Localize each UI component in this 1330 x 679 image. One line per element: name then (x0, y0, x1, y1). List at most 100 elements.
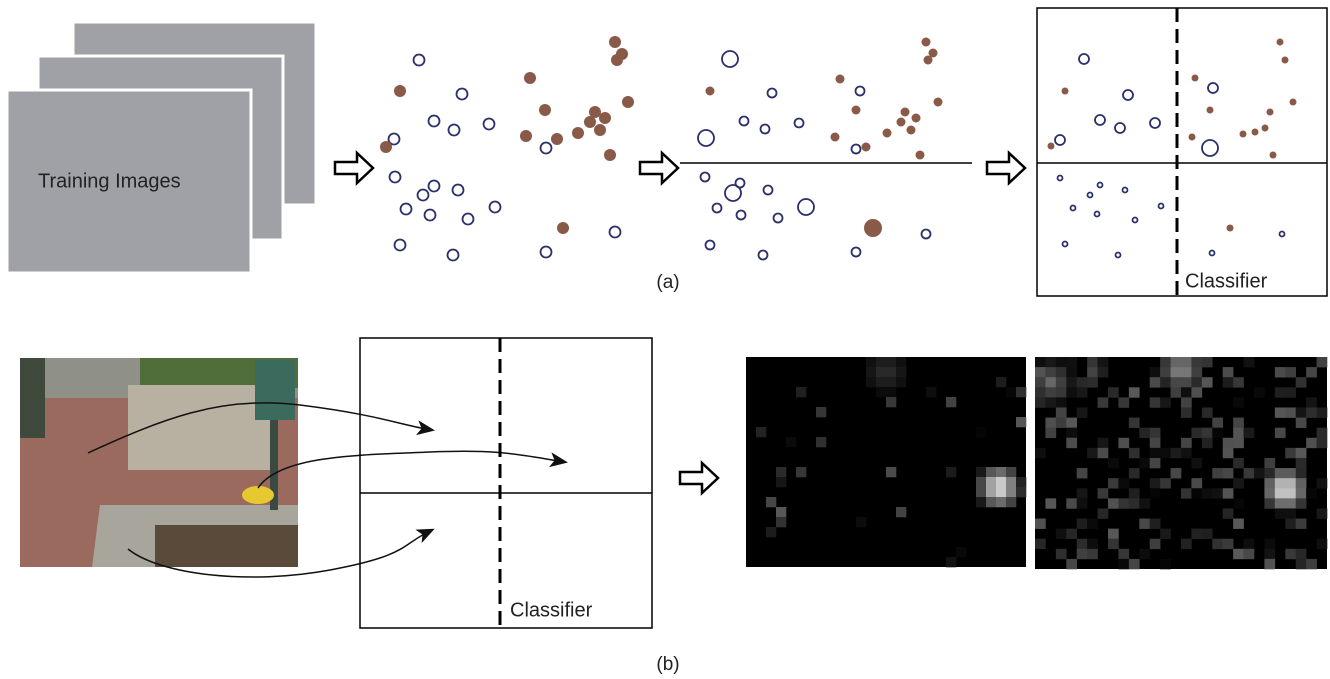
feature-point (1071, 206, 1076, 211)
heat-cell (1045, 377, 1056, 387)
heat-cell (1098, 438, 1109, 448)
heat-cell (1006, 387, 1016, 397)
heat-cell (1233, 458, 1244, 468)
heat-cell (1264, 549, 1275, 559)
feature-point (1280, 232, 1285, 237)
heat-cell (1150, 377, 1161, 387)
heat-cell (1056, 367, 1067, 377)
heat-cell (1317, 539, 1328, 549)
heat-cell (1212, 418, 1223, 428)
feature-point (1133, 218, 1138, 223)
feature-point (1115, 123, 1125, 133)
heat-cell (986, 467, 996, 477)
heat-cell (1098, 508, 1109, 518)
heat-cell (1118, 397, 1129, 407)
heat-cell (1285, 448, 1296, 458)
heat-cell (1160, 397, 1171, 407)
heat-cell (1171, 468, 1182, 478)
heat-cell (1087, 377, 1098, 387)
heat-cell (1035, 448, 1046, 458)
feature-point (934, 98, 943, 107)
heat-cell (1223, 539, 1234, 549)
heat-cell (1317, 478, 1328, 488)
feature-point (907, 126, 916, 135)
heat-cell (996, 487, 1006, 497)
heat-cell (1139, 519, 1150, 529)
feature-scatter (1048, 39, 1297, 258)
heat-cell (1171, 357, 1182, 367)
heat-cell (1139, 458, 1150, 468)
heat-cell (1191, 367, 1202, 377)
heat-cell (986, 487, 996, 497)
heat-cell (1244, 549, 1255, 559)
heat-cell (1296, 377, 1307, 387)
heat-cell (1306, 438, 1317, 448)
heat-cell (1098, 448, 1109, 458)
heat-cell (1296, 549, 1307, 559)
feature-point (551, 133, 563, 145)
heat-cell (1191, 458, 1202, 468)
feature-point (1123, 188, 1128, 193)
feature-point (1208, 83, 1218, 93)
heat-cell (1016, 387, 1026, 397)
classifier-box (360, 338, 652, 628)
heat-cell (1317, 438, 1328, 448)
feature-point (864, 219, 882, 237)
heat-cell (1275, 367, 1286, 377)
feature-point (922, 38, 931, 47)
heat-cell (1244, 357, 1255, 367)
heat-cell (1108, 387, 1119, 397)
heat-cell (1171, 367, 1182, 377)
heat-cell (1066, 387, 1077, 397)
heat-cell (1150, 488, 1161, 498)
feature-point (1277, 39, 1284, 46)
heat-cell (1066, 529, 1077, 539)
heat-cell (1264, 498, 1275, 508)
feature-point (401, 204, 412, 215)
heat-cell (896, 507, 906, 517)
heat-cell (1045, 397, 1056, 407)
feature-point (852, 145, 861, 154)
heat-cell (866, 377, 876, 387)
heat-cell (1150, 539, 1161, 549)
heat-cell (1045, 367, 1056, 377)
heat-cell (1118, 478, 1129, 488)
heat-cell (1223, 508, 1234, 518)
heat-cell (976, 467, 986, 477)
heat-cell (986, 477, 996, 487)
heat-cell (1264, 559, 1275, 569)
heat-cell (1118, 438, 1129, 448)
heat-cell (1118, 549, 1129, 559)
feature-point (611, 54, 623, 66)
heat-cell (1016, 487, 1026, 497)
heat-cell (1077, 549, 1088, 559)
feature-point (380, 141, 392, 153)
heat-cell (786, 437, 796, 447)
heat-cell (1045, 387, 1056, 397)
heat-cell (816, 407, 826, 417)
heat-cell (1098, 357, 1109, 367)
heat-cell (1306, 559, 1317, 569)
feature-point (883, 129, 892, 138)
heat-cell (1264, 468, 1275, 478)
heat-cell (876, 377, 886, 387)
heat-cell (946, 397, 956, 407)
heatmap (1035, 357, 1327, 569)
heat-cell (886, 357, 896, 367)
feature-point (449, 125, 460, 136)
heat-cell (1056, 418, 1067, 428)
mapping-arrow (258, 451, 565, 488)
classifier-label: Classifier (1185, 270, 1268, 292)
heat-cell (1275, 478, 1286, 488)
feature-point (414, 55, 425, 66)
heat-cell (1129, 387, 1140, 397)
heat-cell (1077, 539, 1088, 549)
heatmap (746, 357, 1026, 567)
feature-scatter (698, 38, 943, 260)
heat-cell (1045, 428, 1056, 438)
feature-point (429, 181, 440, 192)
heat-cell (1150, 448, 1161, 458)
heat-cell (1275, 508, 1286, 518)
classifier-box (1037, 8, 1327, 296)
heat-cell (976, 487, 986, 497)
